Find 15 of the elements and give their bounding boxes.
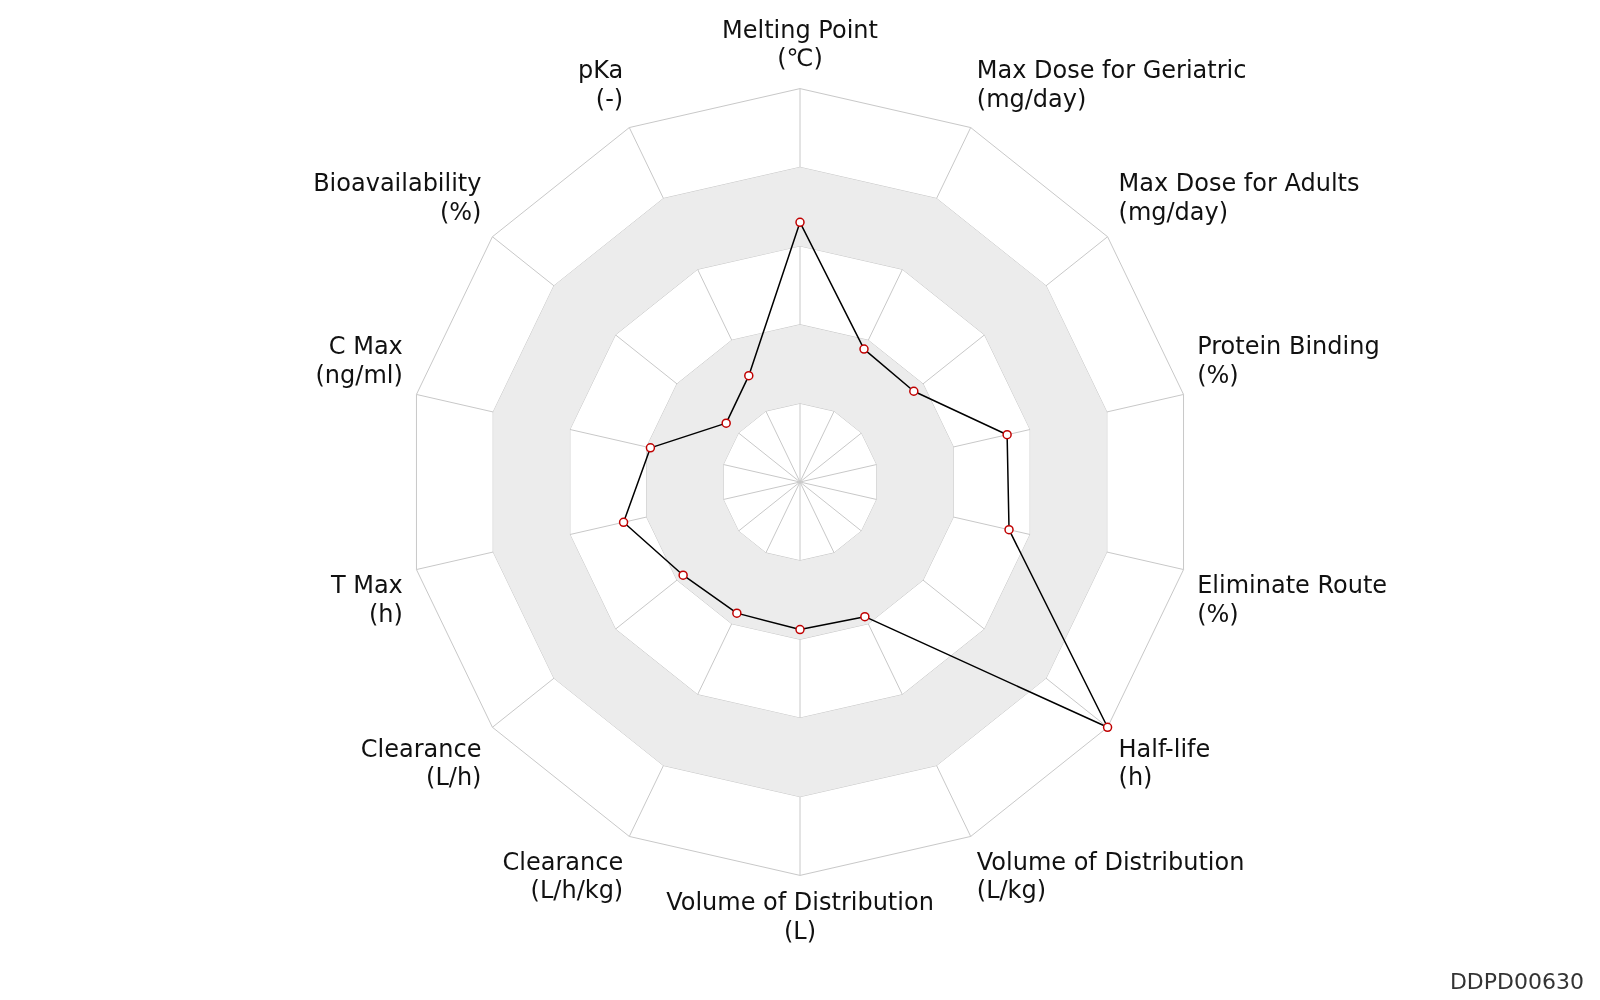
spoke-label: Max Dose for Geriatric (mg/day) — [976, 55, 1247, 113]
spoke-label: Bioavailability (%) — [313, 169, 482, 226]
spoke-label: Protein Binding (%) — [1197, 332, 1380, 390]
text: DDPD00630 — [1449, 969, 1584, 994]
spoke-label: Clearance (L/h/kg) — [502, 847, 624, 905]
spoke-label: Volume of Distribution (L) — [666, 888, 934, 945]
spoke-label: Melting Point (℃) — [722, 15, 878, 73]
spoke-label: Eliminate Route (%) — [1197, 571, 1388, 629]
spoke-label: Volume of Distribution (L/kg) — [976, 847, 1245, 905]
spoke-label: Half-life (h) — [1118, 734, 1211, 792]
spoke-label: C Max (ng/ml) — [315, 332, 403, 390]
spoke-label: pKa (-) — [577, 55, 624, 113]
spoke-label: Clearance (L/h) — [360, 734, 482, 792]
spoke-label: T Max (h) — [329, 571, 403, 629]
spoke-label: Max Dose for Adults (mg/day) — [1118, 169, 1360, 226]
